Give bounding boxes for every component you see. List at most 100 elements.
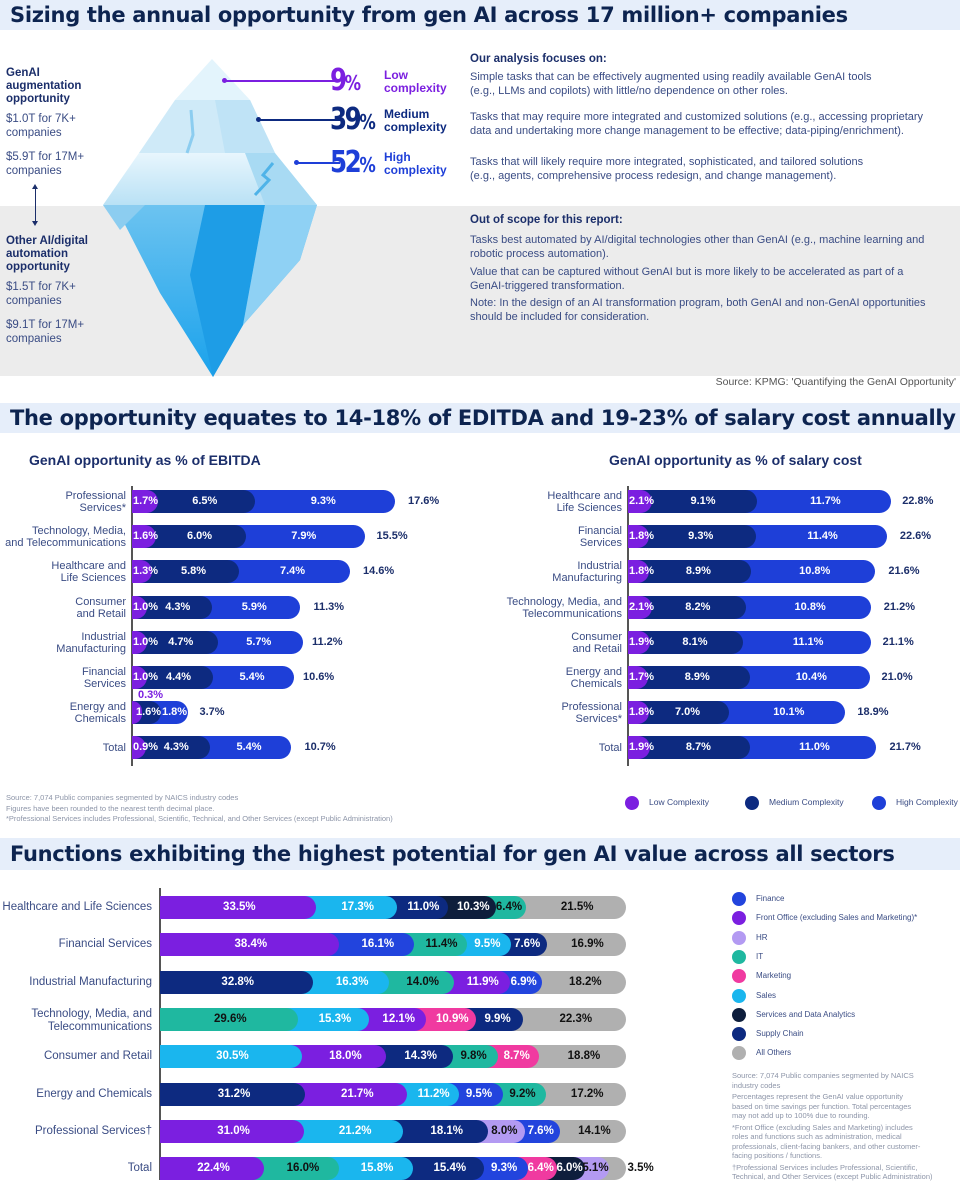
- legend-swatch: [732, 892, 746, 906]
- bar-total: 21.0%: [881, 671, 913, 683]
- chart-footnote: *Professional Services includes Professi…: [6, 814, 393, 823]
- segment-value: 0.3%: [138, 689, 164, 702]
- segment-value: 11.0%: [407, 901, 440, 913]
- segment-value: 10.8%: [794, 600, 826, 613]
- section-title-functions: Functions exhibiting the highest potenti…: [0, 838, 960, 870]
- segment-value: 7.9%: [291, 530, 317, 543]
- category-label: Energy and Chemicals: [488, 666, 622, 690]
- category-label-line: Chemicals: [74, 713, 126, 726]
- bar-segment-medium-complexity: [628, 595, 747, 619]
- segment-value: 30.5%: [216, 1050, 249, 1063]
- bar-total: 14.6%: [363, 565, 395, 578]
- legend-swatch: [732, 949, 746, 964]
- category-label: Healthcare and Life Sciences: [488, 490, 622, 514]
- category-label-line: Energy and: [69, 701, 126, 714]
- analysis-line: (e.g., LLMs and copilots) with little/no…: [470, 85, 788, 97]
- bar-segment-medium-complexity: [628, 560, 752, 584]
- segment-value: 6.0%: [556, 1162, 583, 1175]
- legend-label: Services and Data Analytics: [756, 1009, 856, 1019]
- category-label: Consumer and Retail: [488, 631, 622, 655]
- category-label: Professional Services*: [488, 701, 622, 725]
- segment-value: 9.2%: [509, 1087, 536, 1100]
- legend-swatch: [732, 930, 746, 945]
- bar-total: 21.2%: [883, 600, 915, 613]
- legend-swatch: [732, 911, 746, 926]
- category-label: Healthcare and Life Sciences: [0, 560, 126, 584]
- legend-item: Medium Complexity: [745, 795, 844, 810]
- legend-swatch: [625, 795, 639, 810]
- segment-value: 7.0%: [674, 706, 701, 719]
- segment-value: 6.4%: [495, 901, 523, 913]
- segment-value: 5.4%: [236, 741, 262, 754]
- segment-value: 15.8%: [360, 1162, 394, 1175]
- chart-footnote: based on time savings per function. Tota…: [732, 1101, 912, 1111]
- axis-line: [159, 888, 161, 1180]
- category-label: Total: [0, 1162, 152, 1175]
- bar-total: 3.7%: [199, 706, 225, 719]
- complexity-label: High: [384, 150, 411, 164]
- scope-line: Note: In the design of an AI transformat…: [470, 297, 926, 309]
- bar-total: 15.5%: [376, 530, 408, 543]
- segment-value: 29.6%: [213, 1012, 247, 1025]
- chart-footnote: Source: 7,074 Public companies segmented…: [732, 1071, 914, 1080]
- segment-value: 1.0%: [133, 635, 159, 648]
- legend-label: Finance: [756, 894, 785, 904]
- category-label-line: Healthcare and: [547, 490, 622, 502]
- legend-label: Low Complexity: [649, 797, 709, 807]
- other-value-line: companies: [6, 295, 62, 307]
- segment-value: 5.9%: [241, 600, 267, 613]
- category-label-line: Services*: [79, 502, 126, 514]
- axis-line: [627, 486, 629, 766]
- category-label: Consumer and Retail: [0, 596, 126, 620]
- legend-label: All Others: [756, 1048, 792, 1058]
- chart-footnote: professionals, client-facing bankers, an…: [732, 1141, 921, 1151]
- bar-segment-low-complexity: [628, 560, 649, 584]
- bar-total: 10.6%: [303, 671, 335, 683]
- category-label-line: Chemicals: [570, 678, 622, 690]
- segment-value: 16.9%: [571, 938, 604, 951]
- scope-line: Value that can be captured without GenAI…: [470, 266, 904, 278]
- category-label-line: Financial: [577, 525, 622, 538]
- source-note: Source: KPMG: 'Quantifying the GenAI Opp…: [715, 376, 956, 388]
- bar-segment-front: [160, 896, 317, 919]
- legend-swatch: [732, 1046, 746, 1061]
- segment-value: 17.3%: [341, 901, 375, 913]
- segment-value: 1.7%: [133, 495, 159, 507]
- segment-value: 9.3%: [310, 495, 336, 507]
- scope-line: robotic process automation).: [470, 248, 609, 260]
- genai-heading-line: opportunity: [6, 93, 70, 105]
- segment-value: 2.1%: [629, 600, 655, 613]
- legend-item: HR: [732, 930, 768, 945]
- bar-segment-medium-complexity: [132, 666, 213, 689]
- percent-value: 39: [330, 102, 362, 137]
- bar-total: 18.9%: [857, 706, 889, 719]
- segment-value: 14.1%: [578, 1124, 611, 1137]
- bar-total: 10.7%: [304, 741, 336, 754]
- chart-footnote: facing positions / functions.: [732, 1151, 823, 1160]
- legend-item: Front Office (excluding Sales and Market…: [732, 911, 917, 926]
- percent-sign: %: [359, 153, 375, 177]
- category-label: Technology, Media, and Telecommunications: [488, 596, 622, 620]
- category-label: Energy and Chemicals: [0, 1088, 152, 1101]
- bar-segment-medium-complexity: [132, 525, 246, 549]
- complexity-percent: 9%: [330, 66, 361, 98]
- other-value-line: $9.1T for 17M+: [6, 319, 85, 331]
- bar-segment-low-complexity: [132, 595, 147, 619]
- segment-value: 9.8%: [460, 1050, 487, 1063]
- other-heading-line: automation: [6, 248, 68, 260]
- segment-value: 16.3%: [335, 975, 369, 988]
- legend-swatch: [732, 969, 746, 984]
- segment-value: 21.7%: [340, 1087, 374, 1100]
- category-label-line: Industrial: [81, 630, 126, 643]
- segment-value: 1.8%: [629, 706, 655, 719]
- analysis-line: (e.g., agents, comprehensive process red…: [470, 170, 837, 182]
- legend-item: Services and Data Analytics: [732, 1007, 856, 1022]
- segment-value: 5.8%: [181, 565, 207, 578]
- percent-sign: %: [344, 71, 361, 95]
- segment-value: 8.7%: [503, 1050, 530, 1063]
- chart-footnote: Percentages represent the GenAI value op…: [732, 1092, 903, 1101]
- category-label-line: Financial: [81, 666, 126, 678]
- complexity-label: complexity: [384, 81, 447, 95]
- segment-value: 9.1%: [690, 495, 716, 507]
- bar-segment-front: [160, 1119, 305, 1143]
